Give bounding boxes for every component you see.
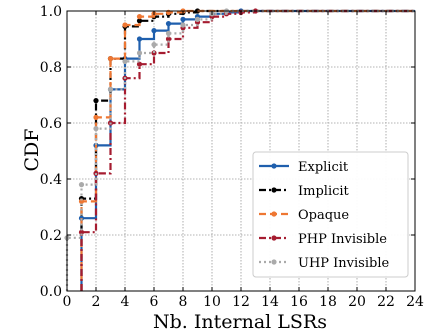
legend-marker xyxy=(271,211,277,217)
data-point-opaque xyxy=(122,22,128,28)
legend-marker xyxy=(271,163,277,169)
data-point-php-invisible xyxy=(136,61,143,67)
legend-item-implicit: Implicit xyxy=(259,184,350,199)
legend-label: Explicit xyxy=(298,160,349,175)
y-tick-label: 0.8 xyxy=(40,60,62,76)
data-point-uhp-invisible xyxy=(151,42,157,48)
legend-label: UHP Invisible xyxy=(298,256,389,271)
series-uhp-invisible xyxy=(64,8,415,291)
x-tick-label: 2 xyxy=(92,294,101,310)
x-tick-label: 4 xyxy=(121,294,130,310)
data-point-php-invisible xyxy=(165,36,172,42)
data-point-uhp-invisible xyxy=(122,58,128,64)
legend-marker xyxy=(271,187,277,193)
data-point-uhp-invisible xyxy=(107,86,114,92)
data-point-explicit xyxy=(136,36,143,42)
legend-box xyxy=(252,151,409,278)
x-tick-label: 24 xyxy=(406,294,424,310)
legend-label: Implicit xyxy=(298,184,350,199)
x-tick-label: 12 xyxy=(232,294,250,310)
legend-marker xyxy=(271,235,277,241)
series-line-uhp-invisible xyxy=(65,9,415,291)
data-point-uhp-invisible xyxy=(194,16,201,22)
y-tick-label: 0.6 xyxy=(40,116,62,132)
x-tick-label: 22 xyxy=(377,294,395,310)
legend-item-uhp-invisible: UHP Invisible xyxy=(259,256,389,271)
x-tick-label: 0 xyxy=(63,294,72,310)
x-tick-label: 10 xyxy=(203,294,221,310)
data-point-uhp-invisible xyxy=(165,30,172,36)
data-point-opaque xyxy=(93,114,99,120)
data-point-explicit xyxy=(165,21,172,27)
legend-item-opaque: Opaque xyxy=(259,208,349,223)
legend-label: PHP Invisible xyxy=(298,232,387,247)
x-tick-label: 6 xyxy=(150,294,159,310)
legend: Explicit Implicit Opaque PHP Invisible UHP I… xyxy=(252,151,409,278)
x-axis-title: Nb. Internal LSRs xyxy=(153,311,327,332)
x-tick-label: 14 xyxy=(261,294,279,310)
y-tick-label: 0.2 xyxy=(40,228,62,244)
data-point-uhp-invisible xyxy=(180,22,186,28)
axes: 0 2 4 6 8 10 12 14 16 18 20 22 240.00.20.40.60.81.0 xyxy=(40,4,424,310)
data-point-uhp-invisible xyxy=(93,126,99,132)
data-point-implicit xyxy=(93,98,99,104)
series-line-php-invisible xyxy=(80,9,415,291)
data-point-php-invisible xyxy=(78,229,85,235)
x-tick-label: 18 xyxy=(319,294,337,310)
legend-item-php-invisible: PHP Invisible xyxy=(259,232,387,247)
x-tick-label: 8 xyxy=(179,294,188,310)
data-point-explicit xyxy=(180,16,186,22)
data-point-uhp-invisible xyxy=(136,50,143,56)
data-point-implicit xyxy=(136,18,143,24)
data-point-uhp-invisible xyxy=(78,182,85,188)
x-tick-label: 16 xyxy=(290,294,308,310)
y-tick-label: 1.0 xyxy=(40,4,62,20)
x-tick-label: 20 xyxy=(348,294,366,310)
y-axis-title: CDF xyxy=(21,129,43,172)
legend-marker xyxy=(271,259,277,265)
data-point-opaque xyxy=(78,198,85,204)
y-tick-label: 0.0 xyxy=(40,284,62,300)
legend-label: Opaque xyxy=(298,208,349,223)
data-point-opaque xyxy=(136,14,143,20)
data-point-opaque xyxy=(107,56,114,62)
series-line-opaque xyxy=(80,9,415,291)
legend-item-explicit: Explicit xyxy=(259,160,349,175)
data-point-explicit xyxy=(151,28,157,34)
y-tick-label: 0.4 xyxy=(40,172,62,188)
